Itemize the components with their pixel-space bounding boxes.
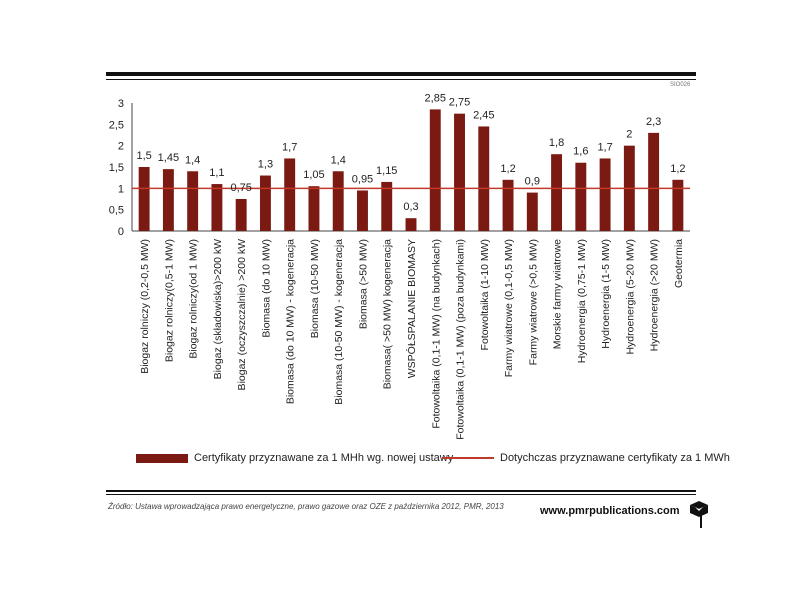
data-label: 2,75 (449, 97, 470, 109)
category-label: Biogaz rolniczy (0,2-0,5 MW) (139, 239, 151, 374)
legend-swatch-line (442, 457, 494, 459)
bar (357, 190, 368, 231)
bar (308, 186, 320, 231)
category-label: Biogaz (składowiska)>200 kW (212, 239, 224, 379)
legend-label-line: Dotychczas przyznawane certyfikaty za 1 … (500, 452, 730, 464)
category-label: Hydroenergia (>20 MW) (649, 239, 661, 351)
data-label: 2,85 (425, 92, 446, 104)
data-label: 1,4 (331, 154, 346, 166)
category-label: Biomasa (do 10 MW) - kogeneracja (285, 239, 297, 404)
bar (332, 171, 344, 231)
top-rule (106, 72, 696, 76)
category-label: Biogaz rolniczy(0,5-1 MW) (163, 239, 175, 362)
data-label: 2 (626, 129, 632, 141)
data-label: 2,3 (646, 116, 661, 128)
data-label: 1,1 (209, 167, 224, 179)
category-label: Fotowoltaika (1-10 MW) (479, 239, 491, 350)
bar (162, 169, 174, 231)
y-tick-label: 1,5 (109, 162, 124, 174)
bar (429, 109, 441, 231)
data-label: 0,95 (352, 173, 373, 185)
category-label: Biogaz rolniczy(od 1 MW) (188, 239, 200, 359)
y-tick-label: 3 (118, 98, 124, 110)
cube-logo-icon (689, 501, 708, 517)
category-label: Morskie farmy wiatrowe (552, 239, 564, 349)
data-label: 0,9 (525, 176, 540, 188)
figure-code: SIO026 (670, 82, 691, 88)
data-label: 1,5 (136, 150, 151, 162)
data-label: 1,3 (258, 159, 273, 171)
category-label: Biomasa (>50 MW) (357, 239, 369, 329)
bottom-rule (106, 490, 696, 492)
data-label: 0,75 (230, 182, 251, 194)
bar (526, 192, 538, 231)
brand-link[interactable]: www.pmrpublications.com (540, 500, 709, 518)
y-tick-label: 1 (118, 183, 124, 195)
bar (551, 154, 563, 231)
top-rule-thin (106, 79, 696, 80)
bar (235, 199, 247, 231)
legend-item-bars: Certyfikaty przyznawane za 1 MHh wg. now… (136, 452, 453, 464)
category-label: Farmy wiatrowe (>0,5 MW) (527, 239, 539, 365)
data-label: 1,7 (597, 141, 612, 153)
data-label: 1,6 (573, 146, 588, 158)
y-tick-label: 2 (118, 141, 124, 153)
category-label: Biogaz (oczyszczalnie) >200 kW (236, 239, 248, 391)
data-label: 1,45 (158, 152, 179, 164)
data-label: 1,15 (376, 165, 397, 177)
data-label: 1,8 (549, 137, 564, 149)
category-label: Fotowoltaika (0,1-1 MW) (poza budynkami) (455, 239, 467, 440)
bar (405, 218, 417, 231)
category-label: Hydroenergia (1-5 MW) (600, 239, 612, 349)
category-label: Hydroenergia (5-20 MW) (624, 239, 636, 355)
bar (454, 113, 465, 231)
bar (599, 158, 611, 231)
corner-mark (700, 510, 702, 528)
bar (381, 181, 393, 231)
category-label: WSPÓŁSPALANIE BIOMASY (405, 239, 418, 378)
category-label: Biomasa (10-50 MW) (309, 239, 321, 338)
category-label: Biomasa( >50 MW) kogeneracja (382, 239, 394, 389)
bar (211, 184, 223, 231)
category-labels: Biogaz rolniczy (0,2-0,5 MW) Biogaz rolni… (139, 239, 685, 440)
data-label: 1,2 (500, 163, 515, 175)
y-tick-label: 2,5 (109, 119, 124, 131)
data-label: 1,05 (303, 169, 324, 181)
data-label: 1,4 (185, 154, 200, 166)
bar (502, 179, 514, 231)
source-note: Źródło: Ustawa wprowadzająca prawo energ… (108, 502, 504, 511)
category-label: Biomasa (do 10 MW) (260, 239, 272, 338)
data-label: 0,3 (403, 201, 418, 213)
bar (672, 179, 684, 231)
category-label: Hydroenergia (0,75-1 MW) (576, 239, 588, 363)
bar (284, 158, 296, 231)
legend: Certyfikaty przyznawane za 1 MHh wg. now… (136, 452, 730, 468)
bar (259, 175, 271, 231)
bar (575, 162, 587, 231)
category-label: Geotermia (673, 239, 685, 288)
data-label: 1,2 (670, 163, 685, 175)
data-label: 2,45 (473, 109, 494, 121)
bottom-rule-thin (106, 494, 696, 495)
y-axis: 0 0,5 1 1,5 2 2,5 3 (109, 98, 690, 238)
brand-text: www.pmrpublications.com (540, 505, 680, 517)
category-label: Biomasa (10-50 MW) - kogeneracja (333, 239, 345, 405)
bar (648, 132, 660, 231)
y-tick-label: 0 (118, 226, 124, 238)
category-label: Fotowoltaika (0,1-1 MW) (na budynkach) (430, 239, 442, 429)
data-labels: 1,5 1,45 1,4 1,1 0,75 1,3 1,7 1,05 1,4 0,951,15 0,… (136, 92, 685, 213)
category-label: Farmy wiatrowe (0,1-0,5 MW) (503, 239, 515, 377)
bar (187, 171, 199, 231)
bars (138, 109, 684, 231)
bar (138, 167, 150, 231)
y-tick-label: 0,5 (109, 205, 124, 217)
legend-label-bars: Certyfikaty przyznawane za 1 MHh wg. now… (194, 452, 454, 464)
legend-item-line: Dotychczas przyznawane certyfikaty za 1 … (442, 452, 730, 464)
bar (478, 126, 490, 231)
legend-swatch-bar (136, 453, 188, 463)
data-label: 1,7 (282, 141, 297, 153)
